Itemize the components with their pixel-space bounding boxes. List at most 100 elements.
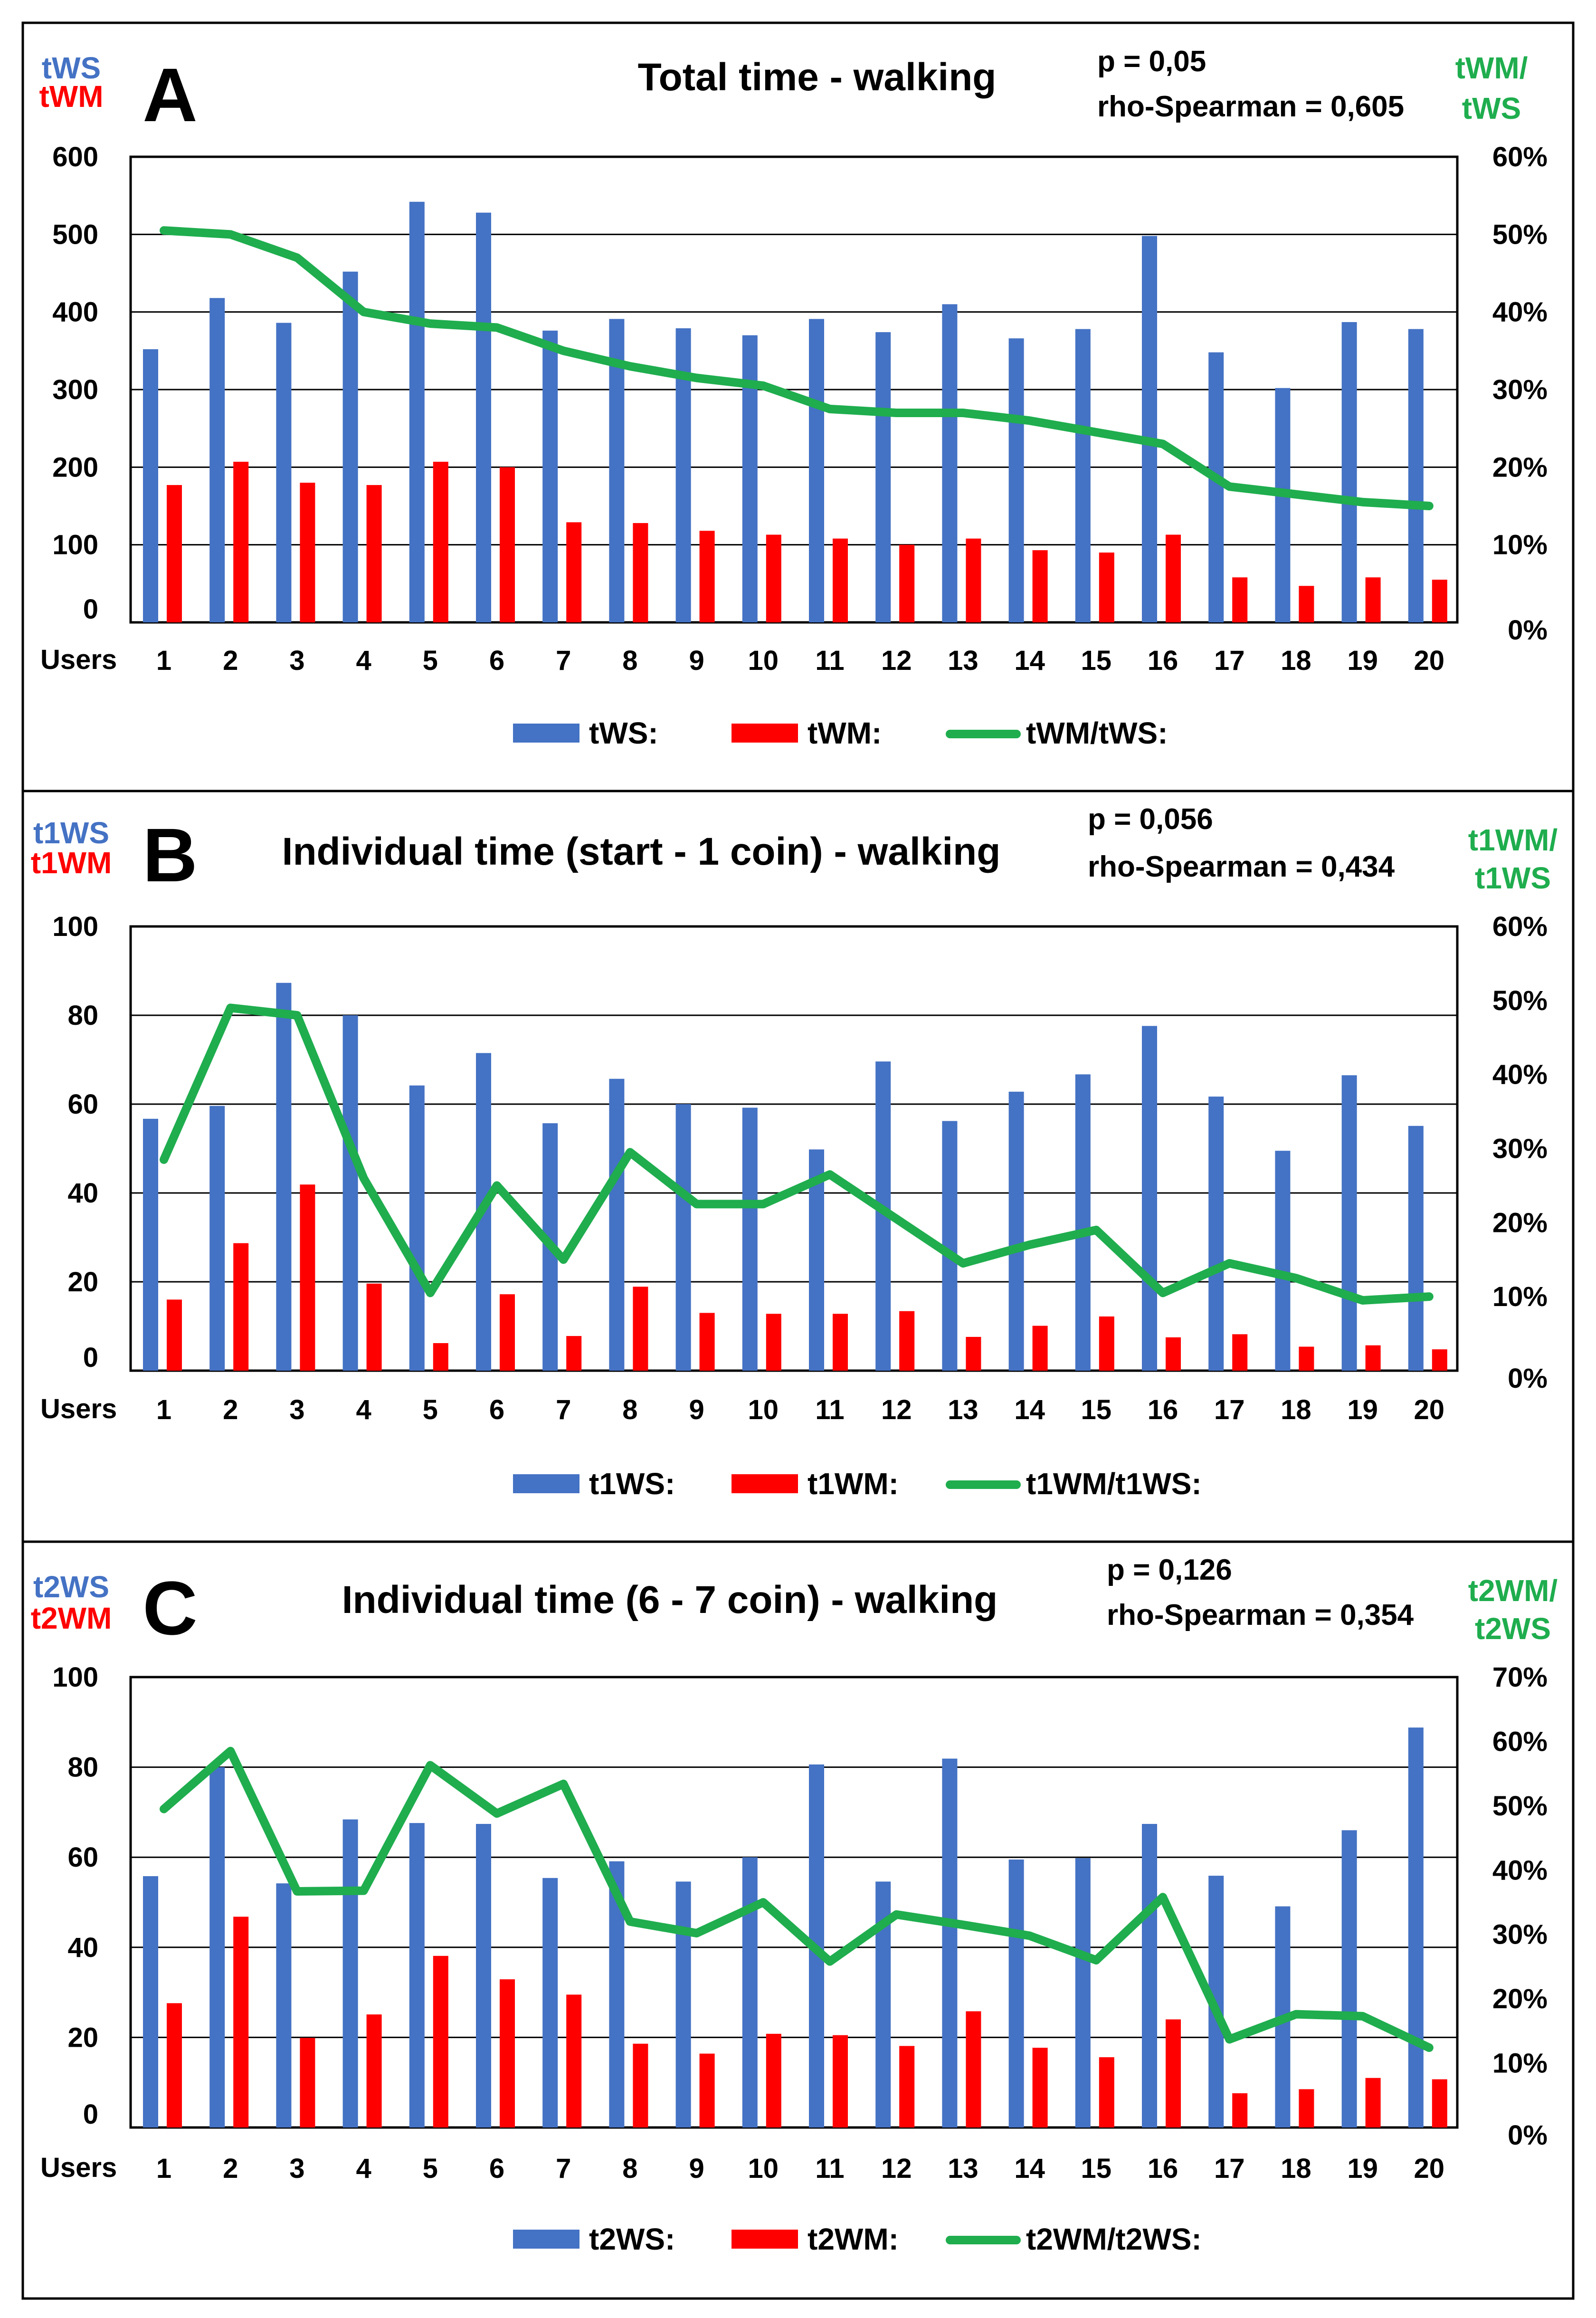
y-tick-label: 80 xyxy=(67,1000,98,1031)
bar-wm xyxy=(766,2033,781,2127)
x-tick-label: 15 xyxy=(1081,645,1112,676)
x-tick-label: 1 xyxy=(156,645,171,676)
bar-wm xyxy=(1299,1346,1314,1371)
y2-label-line1: t2WM/ xyxy=(1468,1574,1558,1608)
bar-ws xyxy=(209,1106,225,1371)
bar-ws xyxy=(1275,388,1291,622)
legend-label-ws: tWS: xyxy=(589,716,658,750)
stat-p-value: p = 0,056 xyxy=(1088,803,1213,836)
bar-ws xyxy=(342,1015,358,1371)
bar-wm xyxy=(1232,2093,1248,2127)
bar-wm xyxy=(699,531,715,622)
x-tick-label: 9 xyxy=(689,2153,704,2184)
bar-ws xyxy=(409,201,425,622)
bar-wm xyxy=(899,1311,915,1371)
x-tick-label: 7 xyxy=(556,1394,571,1425)
x-tick-label: 17 xyxy=(1214,1394,1245,1425)
bar-wm xyxy=(1299,2089,1314,2127)
bar-wm xyxy=(833,1314,848,1371)
x-tick-label: 14 xyxy=(1014,2153,1045,2184)
x-tick-label: 4 xyxy=(356,2153,371,2184)
bar-ws xyxy=(476,212,491,623)
x-tick-label: 18 xyxy=(1281,645,1311,676)
bar-wm xyxy=(1099,1316,1114,1371)
bar-wm xyxy=(366,485,382,622)
bar-wm xyxy=(1299,586,1314,622)
x-tick-label: 17 xyxy=(1214,645,1245,676)
bar-wm xyxy=(1032,550,1048,622)
bar-ws xyxy=(609,1078,625,1371)
x-axis-label: Users xyxy=(40,2152,117,2183)
y2-label-line1: tWM/ xyxy=(1455,51,1528,85)
bar-ws xyxy=(1408,329,1424,622)
y-tick-label: 20 xyxy=(67,2022,98,2053)
bar-ws xyxy=(1075,1074,1091,1371)
bar-wm xyxy=(167,2003,182,2127)
bar-ws xyxy=(542,1878,558,2127)
y-label-wm: t2WM xyxy=(31,1601,112,1635)
y2-label-line2: t2WS xyxy=(1475,1612,1551,1646)
bar-ws xyxy=(143,349,158,622)
legend-label-ratio: t1WM/t1WS: xyxy=(1026,1467,1202,1501)
y-label-ws: t2WS xyxy=(33,1570,109,1604)
y2-label-line1: t1WM/ xyxy=(1468,823,1558,857)
y2-tick-label: 30% xyxy=(1492,1134,1548,1164)
ratio-line xyxy=(160,1746,1434,2052)
bar-wm xyxy=(300,2038,315,2127)
legend-label-wm: t2WM: xyxy=(808,2222,899,2256)
bar-ws xyxy=(1142,236,1157,623)
legend-label-ratio: t2WM/t2WS: xyxy=(1026,2222,1202,2256)
x-tick-label: 4 xyxy=(356,645,371,676)
y-label-wm: t1WM xyxy=(31,846,112,880)
y-label-wm: tWM xyxy=(39,79,103,114)
y-tick-label: 100 xyxy=(52,911,98,942)
ratio-line xyxy=(160,226,1434,510)
x-tick-label: 4 xyxy=(356,1394,371,1425)
x-tick-label: 19 xyxy=(1347,2153,1378,2184)
x-tick-label: 1 xyxy=(156,1394,171,1425)
bar-wm xyxy=(1099,553,1114,622)
bar-ws xyxy=(675,1881,691,2127)
x-tick-label: 6 xyxy=(489,645,504,676)
y2-label-line2: tWS xyxy=(1462,91,1521,125)
x-tick-label: 14 xyxy=(1014,1394,1045,1425)
bar-wm xyxy=(1232,1334,1248,1371)
x-tick-label: 9 xyxy=(689,645,704,676)
bar-ws xyxy=(276,1883,292,2127)
bar-wm xyxy=(1432,2079,1447,2127)
x-tick-label: 18 xyxy=(1281,1394,1311,1425)
bar-wm xyxy=(1166,1337,1181,1371)
y-label-ws: t1WS xyxy=(33,816,109,850)
chart-title: Individual time (6 - 7 coin) - walking xyxy=(342,1578,998,1622)
y2-tick-label: 70% xyxy=(1492,1662,1548,1693)
legend-label-wm: tWM: xyxy=(808,716,882,750)
x-tick-label: 3 xyxy=(289,645,304,676)
x-tick-label: 20 xyxy=(1414,2153,1445,2184)
bar-ws xyxy=(1075,1858,1091,2127)
bar-ws xyxy=(942,1758,958,2127)
x-tick-label: 8 xyxy=(622,2153,637,2184)
bar-wm xyxy=(833,2035,848,2127)
x-tick-label: 20 xyxy=(1414,1394,1445,1425)
bar-ws xyxy=(1208,1097,1224,1371)
y-tick-label: 0 xyxy=(83,1342,98,1373)
bar-wm xyxy=(1432,580,1447,622)
bar-ws xyxy=(1275,1151,1291,1371)
stat-rho: rho-Spearman = 0,354 xyxy=(1107,1599,1414,1631)
bar-ws xyxy=(609,319,625,622)
x-tick-label: 5 xyxy=(423,645,438,676)
x-tick-label: 2 xyxy=(223,645,238,676)
x-tick-label: 11 xyxy=(815,645,844,676)
bar-ws xyxy=(342,1819,358,2127)
y2-tick-label: 40% xyxy=(1492,297,1548,328)
panel-letter: A xyxy=(142,52,198,137)
y-tick-label: 500 xyxy=(52,219,98,250)
bar-wm xyxy=(566,1994,582,2127)
y2-tick-label: 50% xyxy=(1492,985,1548,1016)
bar-wm xyxy=(1365,1345,1381,1371)
bar-ws xyxy=(742,1857,758,2127)
plot-frame xyxy=(129,155,1459,624)
y2-tick-label: 10% xyxy=(1492,530,1548,561)
stat-p-value: p = 0,126 xyxy=(1107,1554,1232,1586)
